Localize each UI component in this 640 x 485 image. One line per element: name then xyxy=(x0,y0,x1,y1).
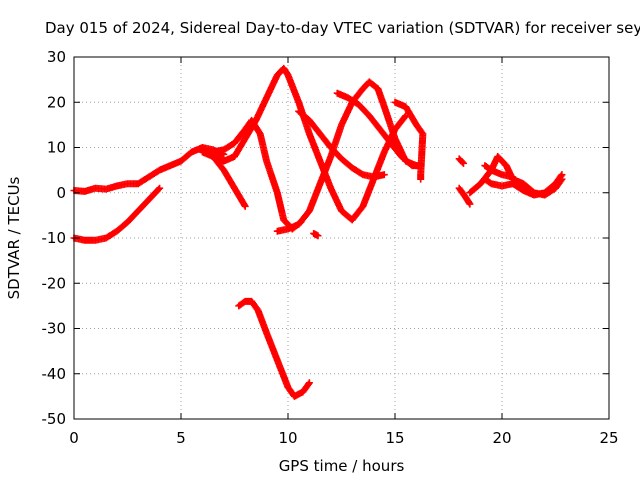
series-arc-e xyxy=(198,144,249,210)
series-arc-p xyxy=(481,162,517,181)
series-arc-m xyxy=(455,184,474,208)
data-point xyxy=(417,175,425,183)
data-point xyxy=(509,173,517,181)
grid xyxy=(74,57,609,419)
series-arc-o xyxy=(481,171,566,199)
series-arc-h xyxy=(310,229,322,240)
data-point xyxy=(241,202,249,210)
y-tick-label: -50 xyxy=(42,410,67,428)
series-arc-b xyxy=(70,184,164,244)
data-point xyxy=(305,379,313,387)
y-tick-label: 20 xyxy=(47,93,66,111)
x-tick-label: 0 xyxy=(69,429,79,447)
data-point xyxy=(466,200,474,208)
data-point xyxy=(380,171,388,179)
y-tick-label: -20 xyxy=(42,274,67,292)
data-point xyxy=(557,172,565,180)
y-tick-label: -40 xyxy=(42,365,67,383)
y-tick-label: 10 xyxy=(47,139,66,157)
chart-title: Day 015 of 2024, Sidereal Day-to-day VTE… xyxy=(45,19,640,37)
y-tick-label: 30 xyxy=(47,48,66,66)
data-point xyxy=(155,185,163,193)
data-point xyxy=(558,171,566,179)
y-tick-label: 0 xyxy=(56,184,66,202)
series-arc-j xyxy=(391,98,427,183)
data-point xyxy=(156,184,164,192)
data-point xyxy=(458,158,466,166)
x-tick-label: 20 xyxy=(492,429,511,447)
x-tick-label: 10 xyxy=(278,429,297,447)
y-tick-label: -10 xyxy=(42,229,67,247)
data-point xyxy=(314,232,322,240)
data-point xyxy=(459,159,467,167)
y-axis-label: SDTVAR / TECUs xyxy=(5,176,23,299)
y-tick-label: -30 xyxy=(42,320,67,338)
data-point xyxy=(304,380,312,388)
data-point xyxy=(401,113,409,121)
x-tick-label: 5 xyxy=(176,429,186,447)
data-points xyxy=(70,64,566,400)
series-arc-g xyxy=(295,107,388,181)
series-arc-n xyxy=(466,153,566,199)
x-tick-label: 15 xyxy=(385,429,404,447)
series-arc-k xyxy=(235,297,313,400)
series-arc-i xyxy=(333,89,425,170)
x-tick-label: 25 xyxy=(599,429,618,447)
axis-ticks: 0 5 10 15 20 25 -50 -40 -30 -20 -10 0 10 20 30 xyxy=(42,48,619,447)
x-axis-label: GPS time / hours xyxy=(279,457,405,475)
series-arc-l xyxy=(455,155,467,167)
